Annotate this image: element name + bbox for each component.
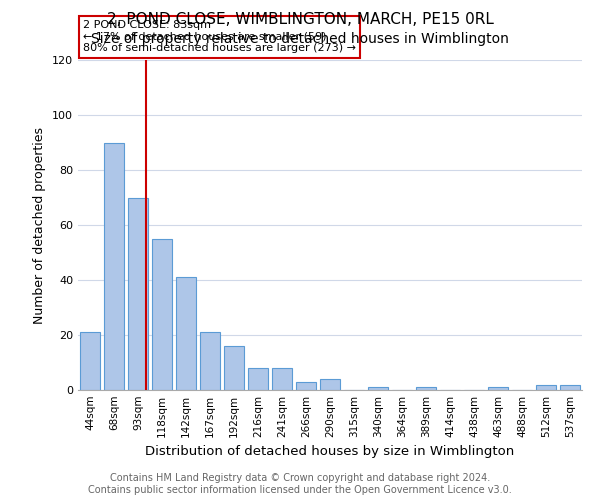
Text: 2 POND CLOSE: 83sqm
← 17% of detached houses are smaller (59)
80% of semi-detach: 2 POND CLOSE: 83sqm ← 17% of detached ho… [83,20,356,54]
Text: Size of property relative to detached houses in Wimblington: Size of property relative to detached ho… [91,32,509,46]
Bar [560,384,580,390]
Bar [80,332,100,390]
Bar [224,346,244,390]
Text: 2, POND CLOSE, WIMBLINGTON, MARCH, PE15 0RL: 2, POND CLOSE, WIMBLINGTON, MARCH, PE15 … [107,12,493,28]
Bar [176,277,196,390]
Bar [320,379,340,390]
Bar [152,239,172,390]
Bar [128,198,148,390]
Text: Contains HM Land Registry data © Crown copyright and database right 2024.
Contai: Contains HM Land Registry data © Crown c… [88,474,512,495]
Bar [272,368,292,390]
Bar [368,387,388,390]
Bar [488,387,508,390]
Y-axis label: Number of detached properties: Number of detached properties [34,126,46,324]
X-axis label: Distribution of detached houses by size in Wimblington: Distribution of detached houses by size … [145,446,515,458]
Bar [104,142,124,390]
Bar [248,368,268,390]
Bar [416,387,436,390]
Bar [200,332,220,390]
Bar [296,382,316,390]
Bar [536,384,556,390]
